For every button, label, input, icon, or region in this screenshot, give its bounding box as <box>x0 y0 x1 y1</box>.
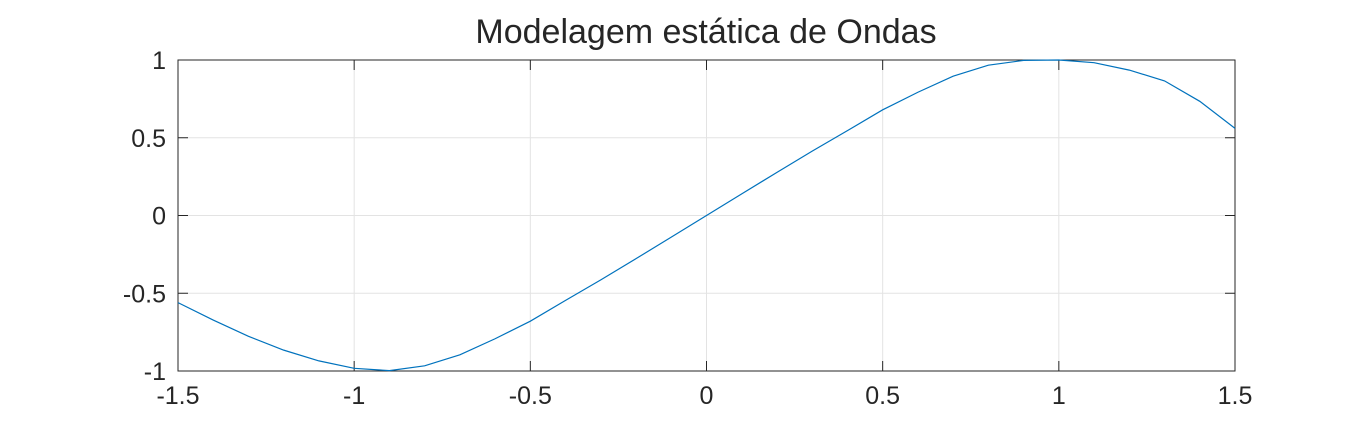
series-layer <box>177 59 1236 372</box>
series-line <box>177 59 1236 372</box>
x-tick-label: 0 <box>700 382 714 410</box>
chart-title: Modelagem estática de Ondas <box>475 13 936 51</box>
y-tick-label: 1 <box>152 47 166 75</box>
x-tick-label: -1.5 <box>156 382 199 410</box>
y-tick-label: 0 <box>152 203 166 231</box>
y-tick-label: -0.5 <box>123 280 166 308</box>
tick-labels: -1.5 -1 -0.5 0 0.5 1 1.5-1-0.500.51 <box>123 47 1252 410</box>
x-tick-label: 1.5 <box>1218 382 1253 410</box>
x-tick-label: -1 <box>343 382 365 410</box>
y-tick-label: 0.5 <box>131 125 166 153</box>
y-tick-label: -1 <box>144 358 166 386</box>
tick-marks <box>177 59 1236 372</box>
x-tick-label: 1 <box>1052 382 1066 410</box>
x-tick-label: 0.5 <box>865 382 900 410</box>
x-tick-label: -0.5 <box>509 382 552 410</box>
